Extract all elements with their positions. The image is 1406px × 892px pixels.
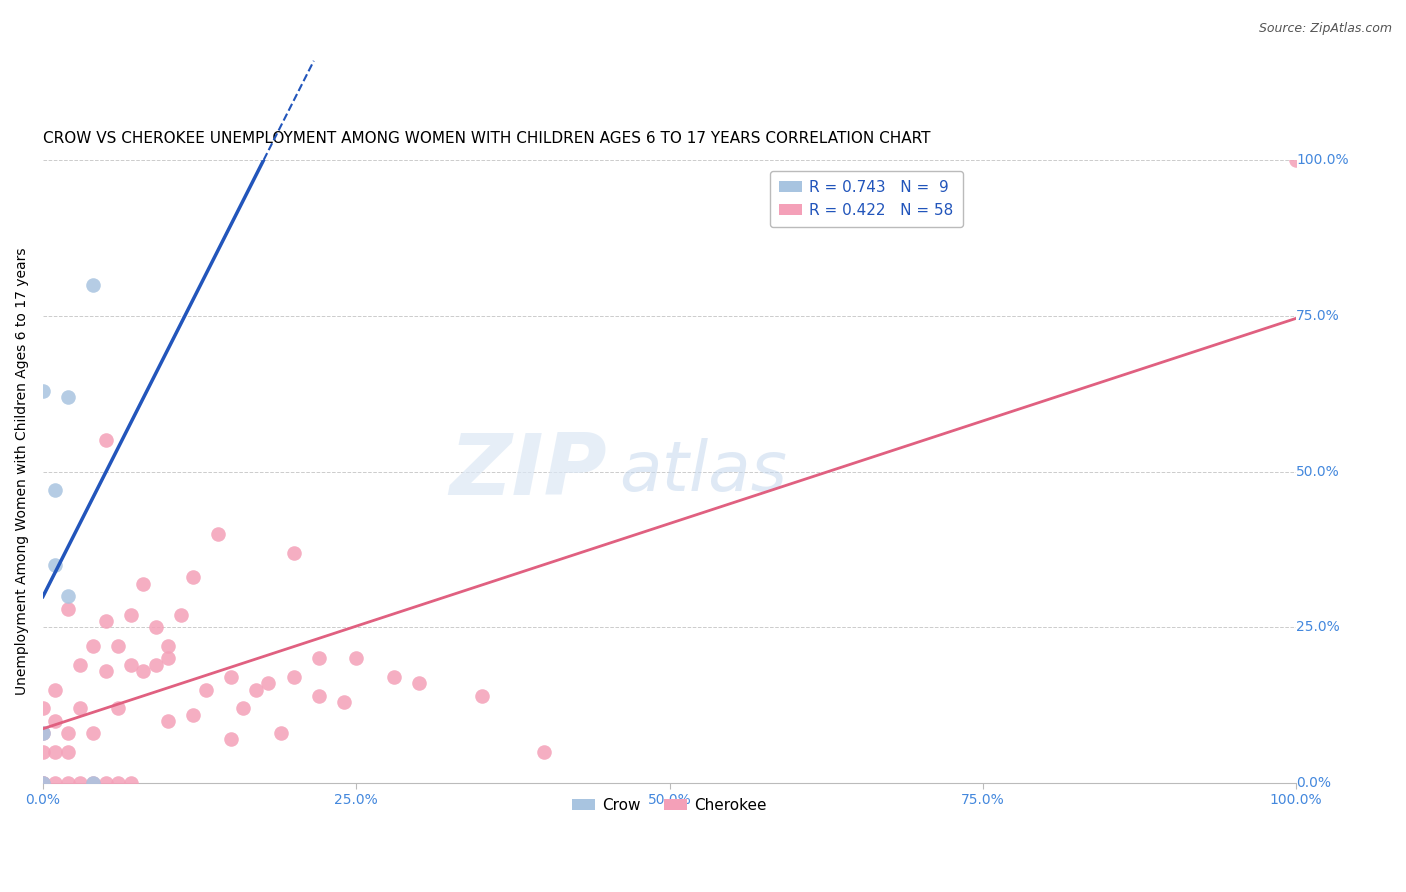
Point — [32, 776, 55, 790]
Text: 0.0%: 0.0% — [1296, 776, 1331, 790]
Point — [132, 664, 155, 678]
Point — [157, 639, 180, 653]
Point — [257, 676, 280, 690]
Point — [245, 682, 267, 697]
Point — [1285, 153, 1308, 167]
Point — [145, 657, 167, 672]
Text: 50.0%: 50.0% — [1296, 465, 1340, 478]
Point — [332, 695, 354, 709]
Point — [181, 570, 204, 584]
Point — [44, 745, 66, 759]
Point — [44, 682, 66, 697]
Point — [94, 776, 117, 790]
Point — [82, 277, 104, 292]
Point — [145, 620, 167, 634]
Point — [408, 676, 430, 690]
Point — [32, 701, 55, 715]
Y-axis label: Unemployment Among Women with Children Ages 6 to 17 years: Unemployment Among Women with Children A… — [15, 248, 30, 695]
Point — [132, 576, 155, 591]
Point — [120, 607, 142, 622]
Point — [107, 701, 129, 715]
Point — [32, 384, 55, 398]
Point — [44, 483, 66, 498]
Text: ZIP: ZIP — [450, 430, 607, 513]
Point — [44, 558, 66, 572]
Text: atlas: atlas — [620, 438, 787, 505]
Point — [82, 639, 104, 653]
Point — [56, 601, 79, 615]
Point — [32, 776, 55, 790]
Point — [308, 651, 330, 665]
Point — [94, 664, 117, 678]
Text: 75.0%: 75.0% — [1296, 309, 1340, 323]
Point — [107, 639, 129, 653]
Point — [308, 689, 330, 703]
Point — [157, 714, 180, 728]
Point — [56, 745, 79, 759]
Point — [32, 726, 55, 740]
Point — [69, 776, 91, 790]
Point — [533, 745, 555, 759]
Point — [56, 390, 79, 404]
Point — [94, 614, 117, 628]
Point — [32, 726, 55, 740]
Point — [470, 689, 492, 703]
Text: 100.0%: 100.0% — [1296, 153, 1348, 167]
Point — [69, 657, 91, 672]
Point — [82, 726, 104, 740]
Legend: Crow, Cherokee: Crow, Cherokee — [567, 792, 773, 819]
Point — [56, 776, 79, 790]
Point — [107, 776, 129, 790]
Point — [44, 776, 66, 790]
Point — [219, 732, 242, 747]
Point — [82, 776, 104, 790]
Point — [82, 776, 104, 790]
Point — [207, 526, 229, 541]
Point — [32, 745, 55, 759]
Point — [120, 776, 142, 790]
Text: Source: ZipAtlas.com: Source: ZipAtlas.com — [1258, 22, 1392, 36]
Point — [170, 607, 193, 622]
Point — [44, 714, 66, 728]
Point — [194, 682, 217, 697]
Point — [69, 701, 91, 715]
Point — [181, 707, 204, 722]
Point — [283, 670, 305, 684]
Point — [94, 434, 117, 448]
Point — [56, 726, 79, 740]
Point — [270, 726, 292, 740]
Point — [382, 670, 405, 684]
Text: CROW VS CHEROKEE UNEMPLOYMENT AMONG WOMEN WITH CHILDREN AGES 6 TO 17 YEARS CORRE: CROW VS CHEROKEE UNEMPLOYMENT AMONG WOME… — [44, 131, 931, 146]
Point — [32, 776, 55, 790]
Point — [344, 651, 367, 665]
Point — [157, 651, 180, 665]
Point — [56, 589, 79, 603]
Text: 25.0%: 25.0% — [1296, 620, 1340, 634]
Point — [283, 545, 305, 559]
Point — [120, 657, 142, 672]
Point — [219, 670, 242, 684]
Point — [232, 701, 254, 715]
